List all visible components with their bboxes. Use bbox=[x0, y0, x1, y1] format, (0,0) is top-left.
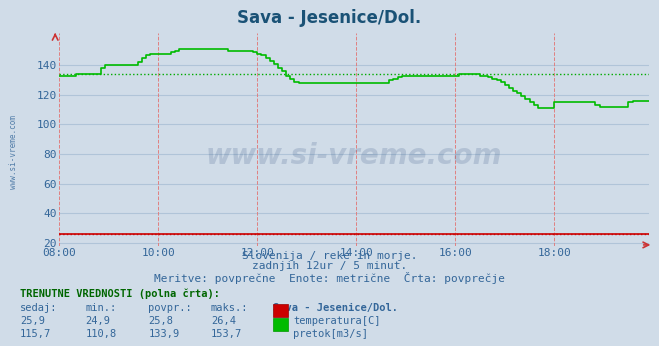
Text: 26,4: 26,4 bbox=[211, 316, 236, 326]
Text: min.:: min.: bbox=[86, 303, 117, 313]
Text: 115,7: 115,7 bbox=[20, 329, 51, 339]
Text: pretok[m3/s]: pretok[m3/s] bbox=[293, 329, 368, 339]
Text: 133,9: 133,9 bbox=[148, 329, 179, 339]
Text: www.si-vreme.com: www.si-vreme.com bbox=[9, 115, 18, 189]
Text: Slovenija / reke in morje.: Slovenija / reke in morje. bbox=[242, 251, 417, 261]
Text: temperatura[C]: temperatura[C] bbox=[293, 316, 381, 326]
Text: Meritve: povprečne  Enote: metrične  Črta: povprečje: Meritve: povprečne Enote: metrične Črta:… bbox=[154, 272, 505, 284]
Text: maks.:: maks.: bbox=[211, 303, 248, 313]
Text: sedaj:: sedaj: bbox=[20, 303, 57, 313]
Text: 24,9: 24,9 bbox=[86, 316, 111, 326]
Text: povpr.:: povpr.: bbox=[148, 303, 192, 313]
Text: 25,8: 25,8 bbox=[148, 316, 173, 326]
Text: Sava - Jesenice/Dol.: Sava - Jesenice/Dol. bbox=[273, 303, 399, 313]
Text: zadnjih 12ur / 5 minut.: zadnjih 12ur / 5 minut. bbox=[252, 261, 407, 271]
Text: TRENUTNE VREDNOSTI (polna črta):: TRENUTNE VREDNOSTI (polna črta): bbox=[20, 289, 219, 299]
Text: www.si-vreme.com: www.si-vreme.com bbox=[206, 142, 502, 170]
Text: 25,9: 25,9 bbox=[20, 316, 45, 326]
Text: Sava - Jesenice/Dol.: Sava - Jesenice/Dol. bbox=[237, 9, 422, 27]
Text: 110,8: 110,8 bbox=[86, 329, 117, 339]
Text: 153,7: 153,7 bbox=[211, 329, 242, 339]
